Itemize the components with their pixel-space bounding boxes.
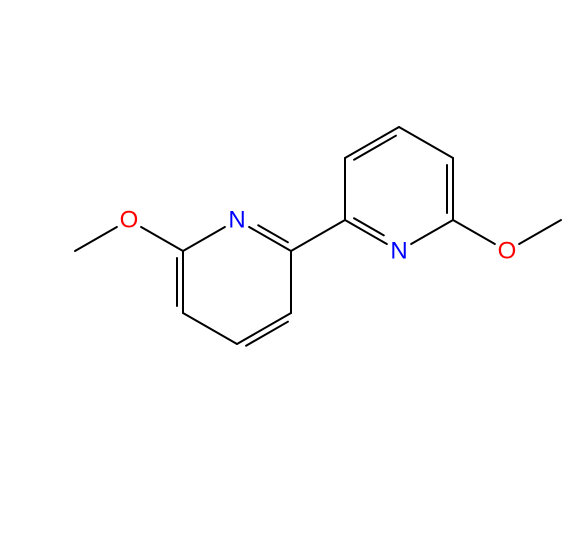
bond-line: [249, 227, 291, 251]
bond-line: [519, 220, 561, 244]
bond-line: [237, 313, 291, 344]
bond-line: [246, 322, 288, 346]
atom-label-o: O: [120, 207, 139, 234]
bond-line: [183, 227, 225, 251]
bond-line: [453, 220, 495, 244]
bond-line: [183, 313, 237, 344]
bond-line: [354, 136, 396, 160]
bond-line: [411, 220, 453, 244]
bond-line: [345, 127, 399, 158]
bond-line: [345, 220, 387, 244]
atom-label-n: N: [228, 207, 245, 234]
bond-line: [141, 227, 183, 251]
bond-line: [291, 220, 345, 251]
bond-line: [399, 127, 453, 158]
bond-line: [75, 227, 117, 251]
atom-label-o: O: [498, 238, 517, 265]
atom-label-n: N: [390, 238, 407, 265]
chemical-structure: O N N O: [0, 0, 580, 534]
